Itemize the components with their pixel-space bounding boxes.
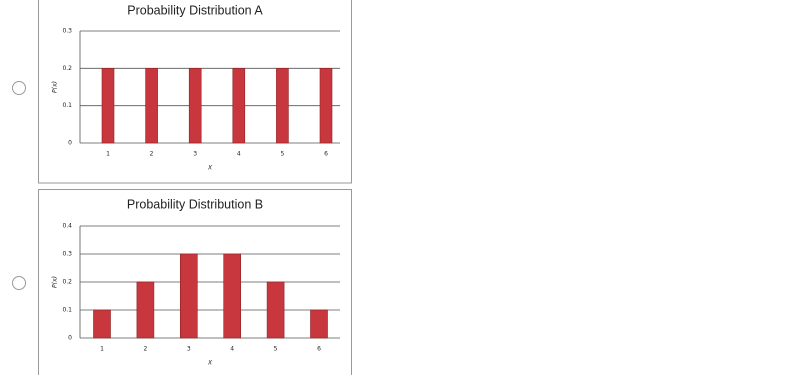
x-tick-label: 6 bbox=[317, 346, 321, 353]
x-axis-label: X bbox=[207, 360, 213, 367]
bar bbox=[180, 253, 198, 339]
radio-option-b[interactable] bbox=[12, 276, 26, 290]
x-tick-label: 2 bbox=[143, 346, 147, 353]
radio-option-a[interactable] bbox=[12, 81, 26, 95]
y-tick-label: 0.2 bbox=[62, 279, 72, 286]
bar bbox=[319, 68, 333, 144]
x-tick-label: 5 bbox=[280, 151, 284, 158]
y-tick-label: 0 bbox=[68, 335, 72, 342]
bar bbox=[145, 68, 158, 144]
x-axis-label: X bbox=[207, 165, 213, 172]
x-tick-label: 3 bbox=[187, 346, 191, 353]
chart-title: Probability Distribution A bbox=[127, 3, 263, 17]
y-tick-label: 0 bbox=[68, 140, 72, 147]
bar bbox=[232, 68, 246, 144]
bar bbox=[310, 309, 328, 339]
bar bbox=[136, 281, 155, 339]
x-tick-label: 1 bbox=[106, 151, 110, 158]
x-tick-label: 2 bbox=[150, 151, 154, 158]
y-tick-label: 0.1 bbox=[62, 307, 72, 314]
y-tick-label: 0.2 bbox=[62, 65, 72, 72]
y-axis-label: P(x) bbox=[52, 276, 59, 288]
x-tick-label: 4 bbox=[237, 151, 241, 158]
bar bbox=[101, 68, 115, 144]
bar bbox=[266, 281, 285, 339]
bar bbox=[188, 68, 202, 144]
x-tick-label: 1 bbox=[100, 346, 104, 353]
x-tick-label: 3 bbox=[193, 151, 197, 158]
y-tick-label: 0.4 bbox=[62, 223, 72, 230]
x-tick-label: 6 bbox=[324, 151, 328, 158]
y-tick-label: 0.1 bbox=[62, 102, 72, 109]
bar bbox=[276, 68, 289, 144]
y-axis-label: P(x) bbox=[52, 81, 59, 93]
y-tick-label: 0.3 bbox=[62, 28, 72, 35]
bar bbox=[223, 253, 241, 339]
y-tick-label: 0.3 bbox=[62, 251, 72, 258]
bar bbox=[93, 309, 111, 339]
x-tick-label: 5 bbox=[274, 346, 278, 353]
chart-title: Probability Distribution B bbox=[127, 197, 263, 211]
x-tick-label: 4 bbox=[230, 346, 234, 353]
